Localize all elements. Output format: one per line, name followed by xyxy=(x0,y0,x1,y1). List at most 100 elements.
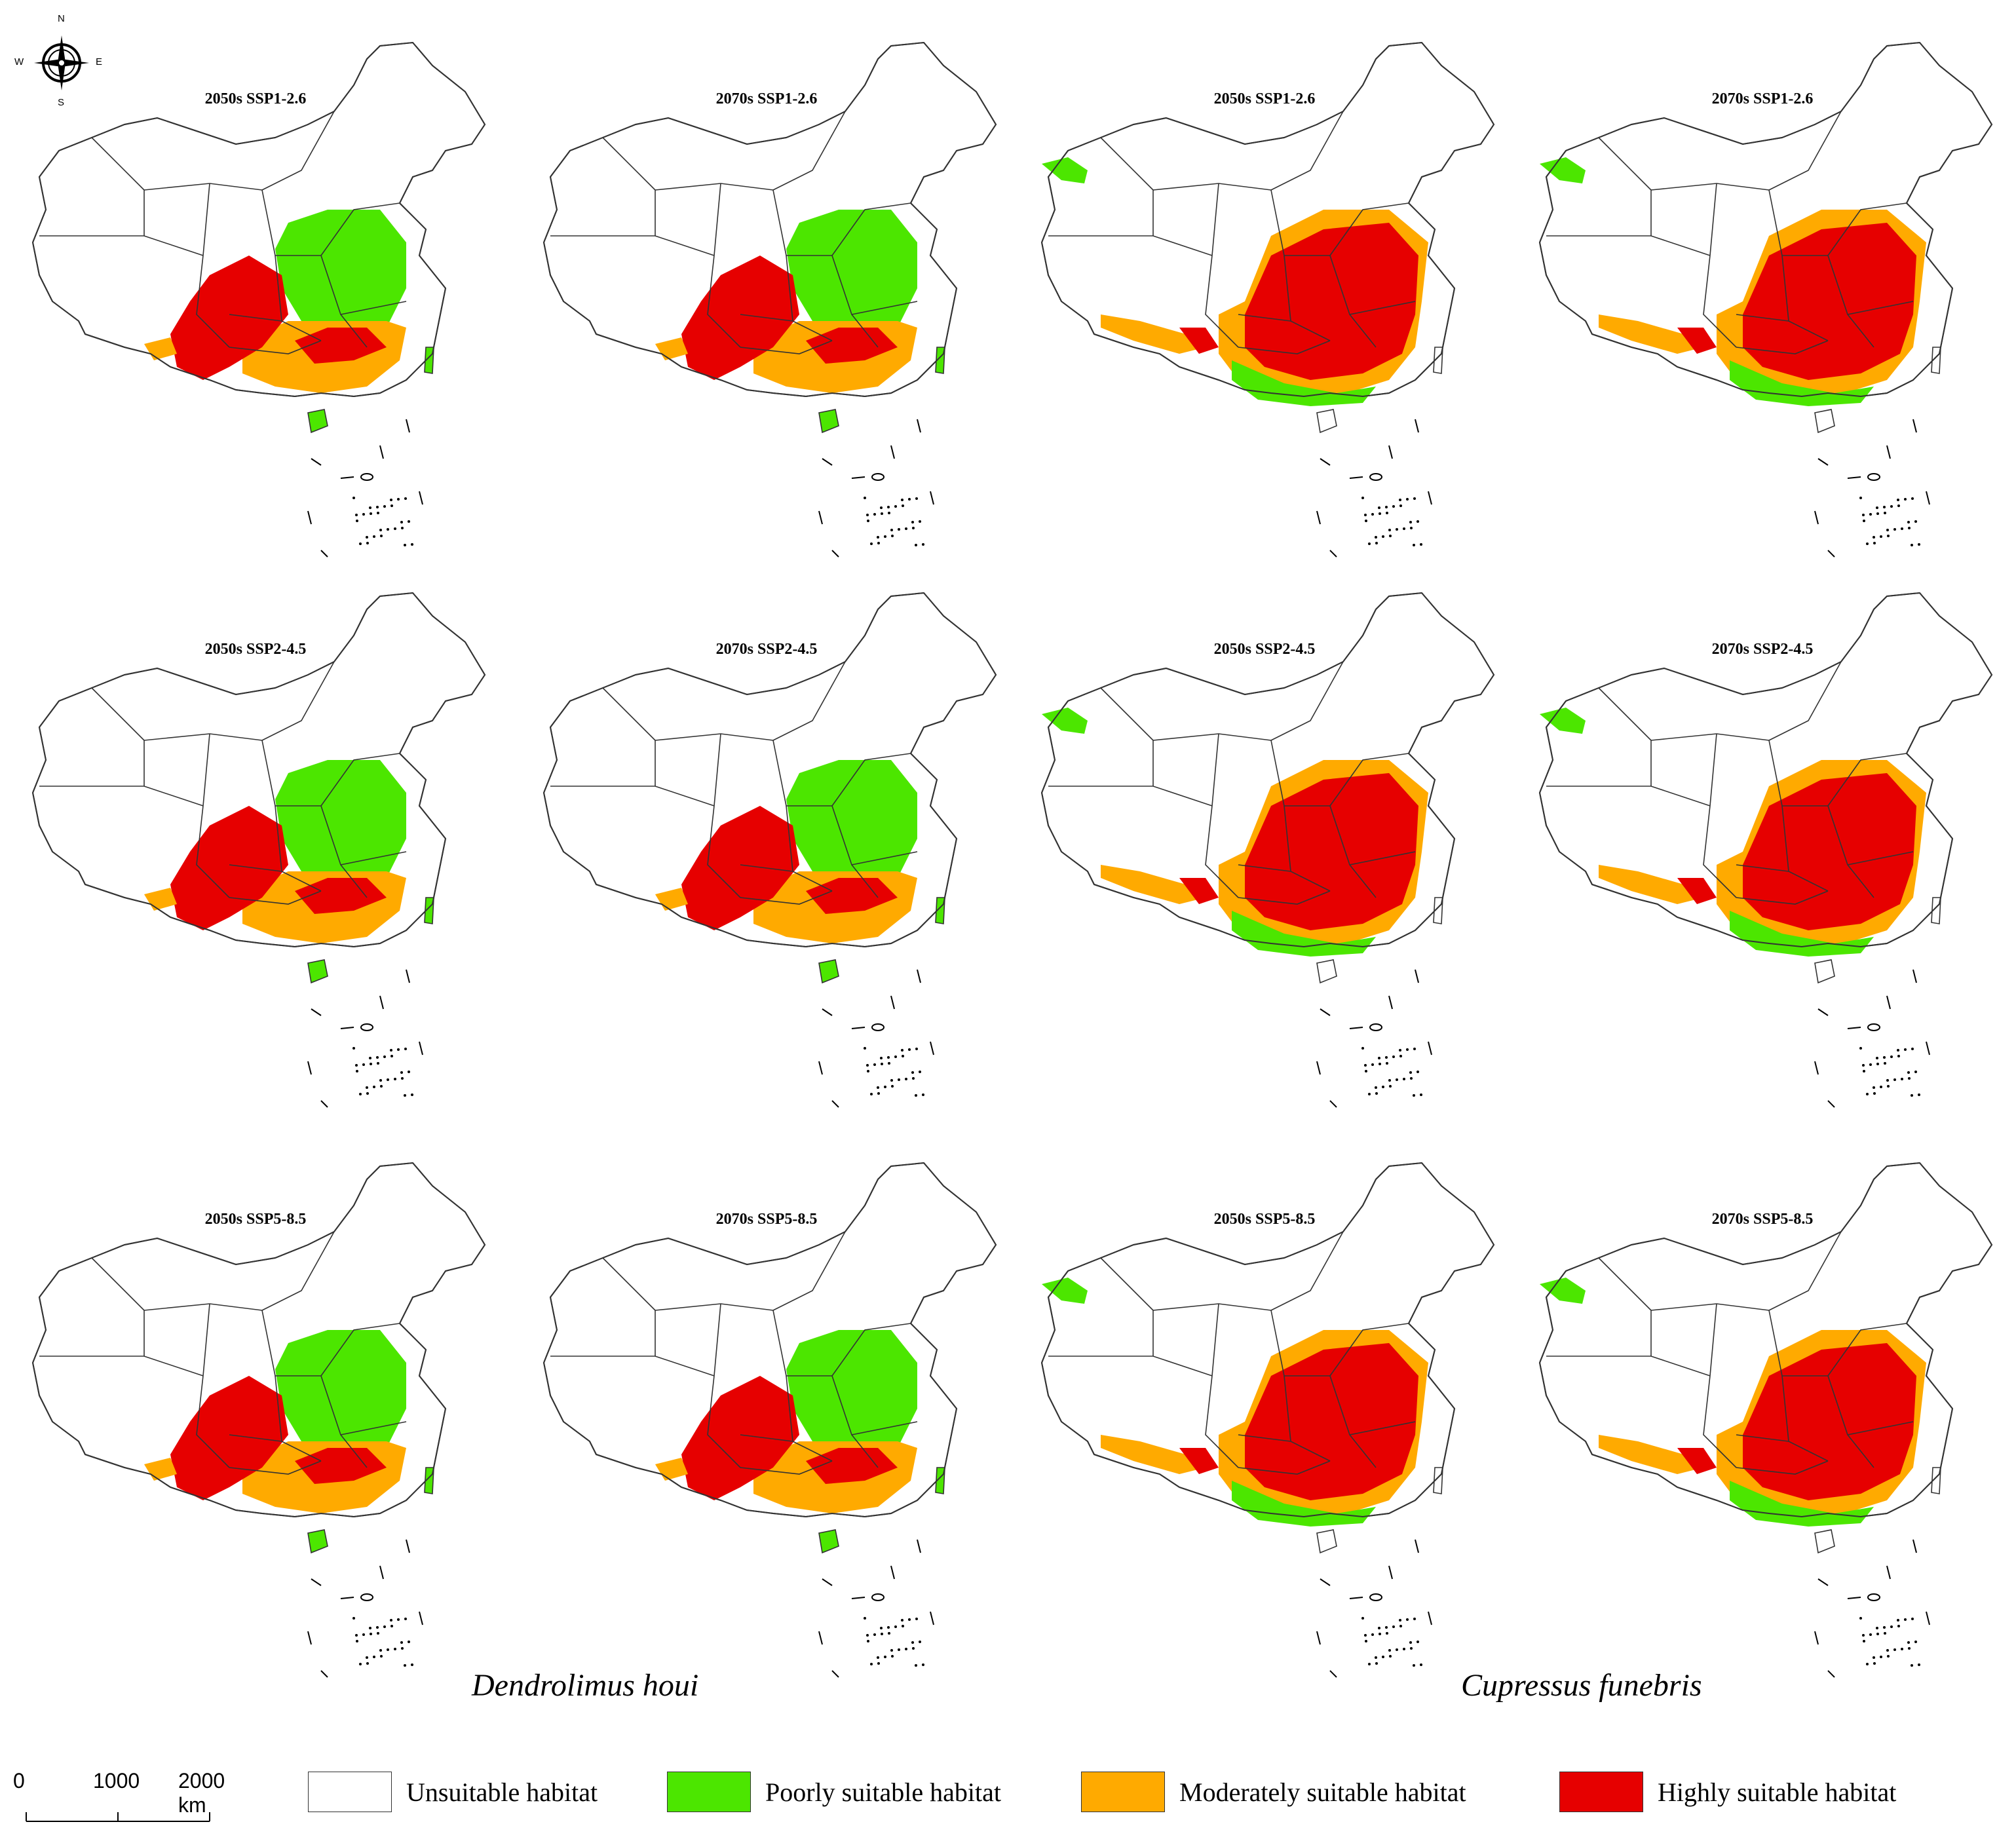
island-hainan xyxy=(307,409,328,434)
island-hainan xyxy=(307,1529,328,1554)
province-border xyxy=(202,1303,210,1376)
habitat-poorly xyxy=(275,210,406,334)
habitat-poorly xyxy=(1540,1278,1586,1304)
island-taiwan xyxy=(935,1467,945,1494)
south-sea-islands xyxy=(1316,969,1432,1108)
country-outline-stroke xyxy=(1040,41,1495,398)
province-border xyxy=(1238,340,1331,354)
province-border xyxy=(39,235,204,256)
compass-w: W xyxy=(14,56,24,67)
map-panel: 2070s SSP5-8.5 xyxy=(524,1160,1009,1736)
habitat-poorly xyxy=(936,347,945,373)
province-border xyxy=(261,661,335,741)
province-border xyxy=(740,1434,793,1442)
province-border xyxy=(1827,1323,1907,1376)
habitat-highly xyxy=(681,806,799,930)
country-outline-stroke xyxy=(542,41,997,398)
species-caption-dendrolimus: Dendrolimus houi xyxy=(472,1668,699,1703)
province-border xyxy=(740,1460,833,1475)
habitat-poorly xyxy=(786,1330,917,1454)
province-border xyxy=(1270,661,1344,741)
country-outline-stroke xyxy=(1538,1162,1993,1518)
habitat-poorly xyxy=(308,409,328,432)
south-sea-islands xyxy=(1814,969,1930,1108)
province-border xyxy=(740,340,833,354)
province-border xyxy=(1238,864,1291,872)
country-outline-stroke xyxy=(1040,592,1495,948)
province-border xyxy=(1709,1303,1717,1376)
habitat-highly xyxy=(295,1448,387,1484)
island-hainan xyxy=(1316,409,1337,434)
country-outline-stroke xyxy=(1538,41,1993,398)
province-border xyxy=(831,202,911,256)
province-border xyxy=(1736,314,1789,322)
country-outline-stroke xyxy=(31,41,486,398)
legend-swatch xyxy=(308,1772,392,1812)
province-border xyxy=(1709,733,1717,807)
island-taiwan xyxy=(935,347,945,374)
province-border xyxy=(1736,890,1829,905)
province-border xyxy=(1205,255,1239,348)
island-taiwan xyxy=(1931,1467,1941,1494)
habitat-poorly xyxy=(936,1468,945,1494)
scale-line xyxy=(26,1812,210,1822)
south-sea-islands xyxy=(1814,419,1930,558)
province-border xyxy=(39,1356,204,1376)
province-border xyxy=(713,1303,721,1376)
province-border xyxy=(1827,753,1907,807)
habitat-poorly xyxy=(819,1530,839,1553)
legend-swatch xyxy=(1081,1772,1165,1812)
island-hainan xyxy=(1814,959,1835,984)
province-border xyxy=(1238,890,1331,905)
china-map xyxy=(1040,592,1495,1108)
habitat-poorly xyxy=(308,1530,328,1553)
province-border xyxy=(1048,786,1213,807)
island-taiwan xyxy=(1433,347,1443,374)
province-border xyxy=(772,661,846,741)
panel-title: 2050s SSP1-2.6 xyxy=(204,90,307,107)
habitat-poorly xyxy=(1042,157,1088,183)
province-border xyxy=(707,805,741,898)
habitat-highly xyxy=(295,878,387,914)
country-outline-stroke xyxy=(1040,1162,1495,1518)
map-panel: 2050s SSP5-8.5 xyxy=(1022,1160,1507,1736)
habitat-poorly xyxy=(275,1330,406,1454)
panel-title: 2050s SSP2-4.5 xyxy=(1213,641,1316,658)
island-hainan xyxy=(1814,1529,1835,1554)
habitat-poorly xyxy=(1540,157,1586,183)
species-caption-cupressus: Cupressus funebris xyxy=(1461,1668,1702,1703)
province-border xyxy=(550,235,715,256)
province-border xyxy=(261,1231,335,1311)
province-border xyxy=(320,202,400,256)
south-sea-islands xyxy=(1814,1539,1930,1678)
map-panel: 2050s SSP2-4.5 xyxy=(13,590,498,1166)
panel-title: 2050s SSP2-4.5 xyxy=(204,641,307,658)
province-border xyxy=(1205,1375,1239,1468)
province-border xyxy=(1329,1323,1409,1376)
map-panel: 2070s SSP2-4.5 xyxy=(524,590,1009,1166)
province-border xyxy=(229,864,282,872)
island-taiwan xyxy=(424,897,434,924)
province-border xyxy=(707,1375,741,1468)
south-sea-islands xyxy=(818,1539,934,1678)
province-border xyxy=(229,1434,282,1442)
habitat-poorly xyxy=(425,347,434,373)
legend-item-poorly: Poorly suitable habitat xyxy=(667,1769,1001,1815)
province-border xyxy=(831,753,911,807)
province-border xyxy=(229,314,282,322)
scale-label-2000: 2000 km xyxy=(178,1769,225,1817)
china-map xyxy=(1538,41,1993,558)
habitat-moderately xyxy=(1101,865,1206,904)
habitat-poorly xyxy=(819,409,839,432)
province-border xyxy=(740,864,793,872)
china-map xyxy=(542,592,997,1108)
province-border xyxy=(320,753,400,807)
province-border xyxy=(1847,851,1914,865)
panel-title: 2070s SSP1-2.6 xyxy=(1711,90,1814,107)
habitat-highly xyxy=(1743,773,1916,930)
province-border xyxy=(1048,1356,1213,1376)
province-border xyxy=(196,805,230,898)
province-border xyxy=(1329,202,1409,256)
habitat-moderately xyxy=(1599,314,1703,354)
island-hainan xyxy=(818,1529,839,1554)
